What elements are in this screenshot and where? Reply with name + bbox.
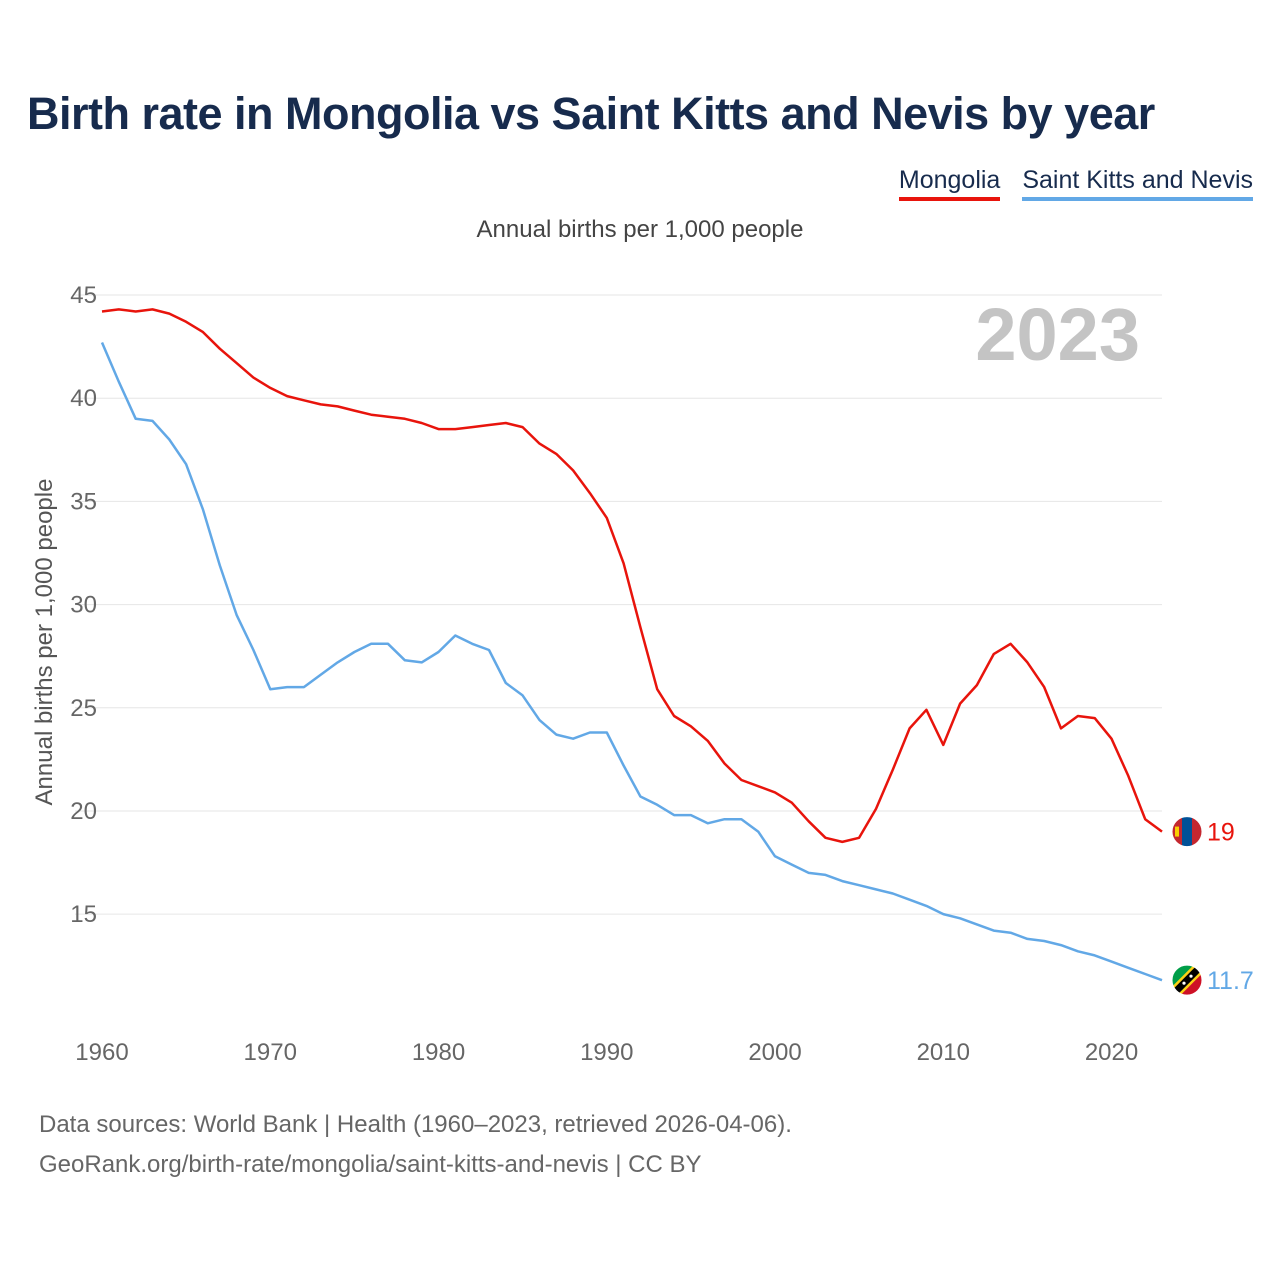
series: [100, 308, 1163, 982]
legend-item-saint-kitts-and-nevis[interactable]: Saint Kitts and Nevis: [1022, 166, 1253, 201]
x-tick-label: 2000: [748, 1039, 801, 1066]
x-tick-label: 1960: [75, 1039, 128, 1066]
gridlines: [75, 294, 1162, 915]
y-tick-label: 25: [70, 695, 97, 722]
chart-subtitle: Annual births per 1,000 people: [476, 216, 804, 243]
end-value-label-mongolia: 19: [1207, 819, 1235, 847]
x-tick-label: 2010: [917, 1039, 970, 1066]
flag-icon-saint-kitts-and-nevis: [1171, 964, 1203, 996]
legend-item-mongolia[interactable]: Mongolia: [898, 166, 1001, 201]
y-tick-label: 30: [70, 592, 97, 619]
year-watermark: 2023: [975, 293, 1140, 376]
y-tick-label: 40: [70, 385, 97, 412]
footer-link[interactable]: GeoRank.org/birth-rate/mongolia/saint-ki…: [39, 1151, 702, 1178]
y-axis-label: Annual births per 1,000 people: [31, 479, 58, 806]
y-tick-label: 35: [70, 488, 97, 515]
y-tick-label: 45: [70, 282, 97, 309]
x-tick-label: 1990: [580, 1039, 633, 1066]
footer: Data sources: World Bank | Health (1960–…: [39, 1105, 792, 1185]
x-axis: 1960 1970 1980 1990 2000 2010 2020: [75, 1039, 1138, 1066]
footer-sources: Data sources: World Bank | Health (1960–…: [39, 1111, 792, 1138]
chart-title: Birth rate in Mongolia vs Saint Kitts an…: [27, 88, 1155, 139]
series-line-mongolia[interactable]: [101, 308, 1163, 844]
end-markers: 19 11.7: [1171, 816, 1254, 996]
y-axis: 15 20 25 30 35 40 45: [70, 282, 97, 928]
end-value-label-saint-kitts-and-nevis: 11.7: [1207, 967, 1254, 995]
y-tick-label: 15: [70, 901, 97, 928]
x-tick-label: 1980: [412, 1039, 465, 1066]
y-tick-label: 20: [70, 798, 97, 825]
series-line-saint-kitts-and-nevis[interactable]: [100, 342, 1163, 982]
x-tick-label: 2020: [1085, 1039, 1138, 1066]
flag-icon-mongolia: [1171, 816, 1203, 848]
x-tick-label: 1970: [244, 1039, 297, 1066]
legend: Mongolia Saint Kitts and Nevis: [898, 166, 1253, 201]
